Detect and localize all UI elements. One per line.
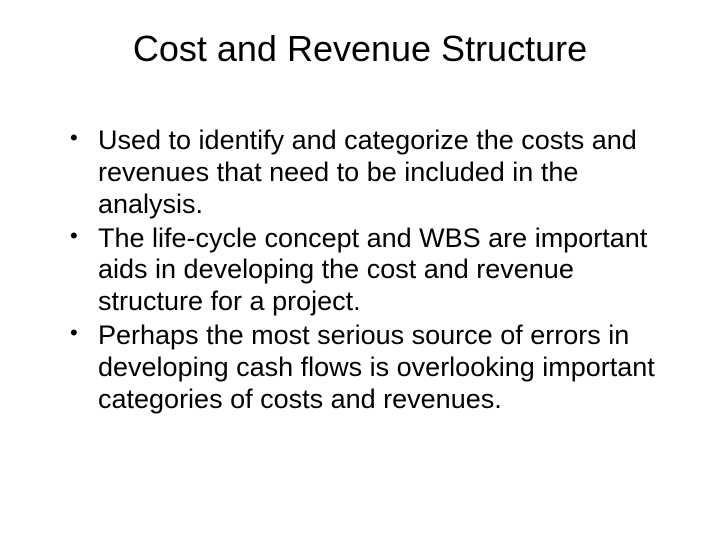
list-item: • Used to identify and categorize the co… [70,125,670,221]
slide-title: Cost and Revenue Structure [50,28,670,70]
bullet-icon: • [70,125,78,151]
bullet-text: Perhaps the most serious source of error… [98,320,655,414]
bullet-icon: • [70,320,78,346]
bullet-icon: • [70,223,78,249]
bullet-list: • Used to identify and categorize the co… [50,125,670,416]
bullet-text: Used to identify and categorize the cost… [98,125,637,219]
list-item: • Perhaps the most serious source of err… [70,320,670,416]
list-item: • The life-cycle concept and WBS are imp… [70,223,670,319]
bullet-text: The life-cycle concept and WBS are impor… [98,223,647,317]
